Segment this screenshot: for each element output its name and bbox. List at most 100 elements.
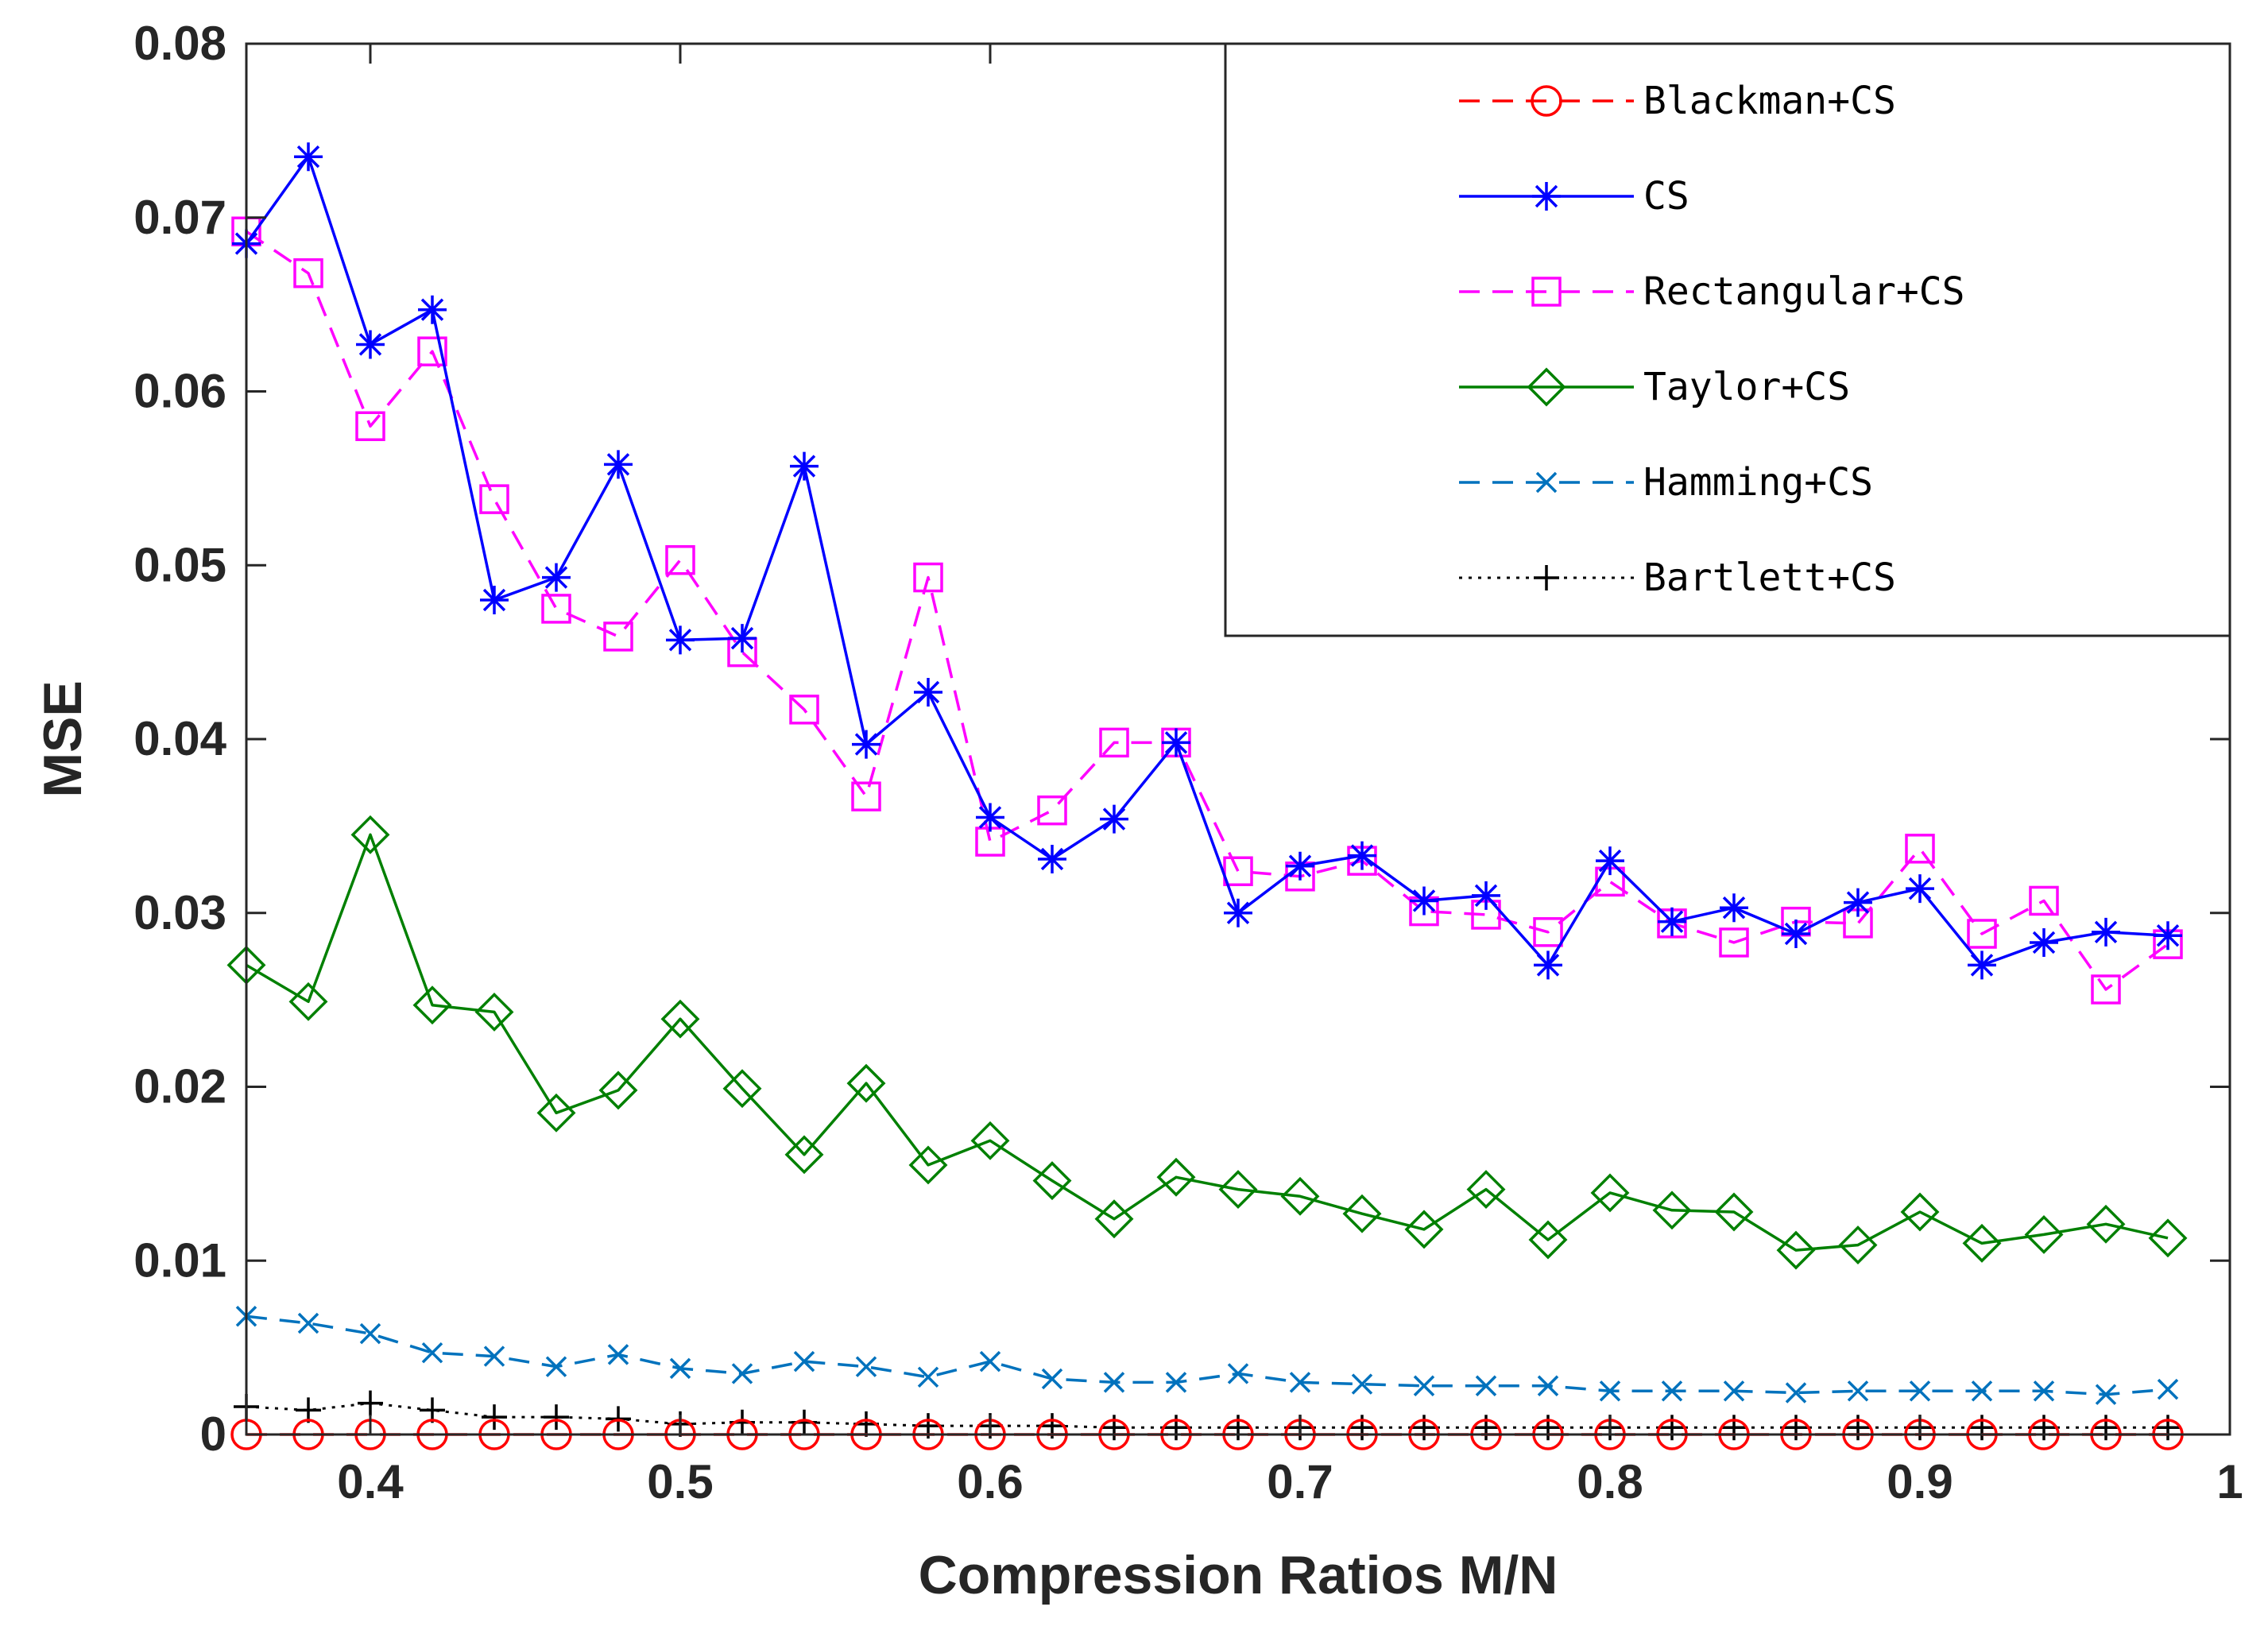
- legend-marker: [1534, 565, 1559, 590]
- data-point: [1844, 888, 1872, 917]
- data-point: [669, 1357, 691, 1380]
- data-point: [1466, 1170, 1506, 1210]
- data-point: [1967, 919, 1997, 949]
- data-point: [1971, 1380, 1993, 1402]
- data-point: [1847, 1380, 1869, 1402]
- data-point: [479, 484, 509, 514]
- y-tick-label: 0.06: [134, 365, 226, 418]
- legend-label: Bartlett+CS: [1643, 556, 1896, 600]
- data-point: [1534, 951, 1562, 980]
- data-point: [1289, 1372, 1311, 1393]
- data-point: [1533, 917, 1563, 947]
- data-point: [979, 1350, 1001, 1373]
- data-point: [1103, 1372, 1125, 1393]
- data-point: [1100, 804, 1128, 834]
- y-tick-label: 0.07: [134, 191, 226, 244]
- series-line: [245, 155, 2169, 967]
- data-point: [412, 985, 452, 1025]
- data-point: [1714, 1192, 1754, 1232]
- legend-item-rectangular-cs: Rectangular+CS: [1459, 269, 1965, 314]
- data-point: [544, 1404, 569, 1431]
- data-point: [536, 1093, 576, 1132]
- data-point: [1218, 1170, 1258, 1210]
- data-point: [1404, 1210, 1444, 1249]
- y-tick-label: 0.08: [134, 17, 226, 70]
- data-point: [1224, 898, 1252, 927]
- data-point: [793, 1350, 815, 1373]
- data-point: [1900, 1192, 1940, 1232]
- data-point: [917, 1366, 939, 1388]
- data-point: [2095, 1384, 2117, 1405]
- ticks-layer: 0.4 0.5 0.6 0.7 0.8 0.9 1 0 0.01 0.02 0.03 0.04 0.05…: [134, 17, 2243, 1508]
- x-tick-label: 0.4: [337, 1455, 404, 1508]
- y-tick-label: 0.04: [134, 712, 226, 765]
- x-tick-label: 0.9: [1887, 1455, 1953, 1508]
- data-point: [288, 981, 328, 1021]
- legend-item-blackman-cs: Blackman+CS: [1459, 79, 1896, 123]
- x-tick-label: 0.8: [1577, 1455, 1643, 1508]
- data-point: [1041, 1368, 1063, 1390]
- y-tick-label: 0.02: [134, 1060, 226, 1113]
- legend-item-taylor-cs: Taylor+CS: [1459, 365, 1850, 409]
- data-point: [855, 1356, 877, 1377]
- data-point: [1099, 727, 1129, 758]
- legend-marker: [1535, 471, 1558, 494]
- series-taylor-cs: [226, 815, 2188, 1270]
- legend-box: [1224, 42, 2231, 637]
- x-tick-label: 0.5: [647, 1455, 713, 1508]
- data-point: [1286, 851, 1314, 881]
- legend-label: Blackman+CS: [1643, 79, 1896, 123]
- series-bartlett-cs: [234, 1390, 2181, 1441]
- y-tick-label: 0.05: [134, 538, 226, 591]
- data-point: [1162, 728, 1190, 757]
- data-point: [483, 1345, 505, 1367]
- data-point: [1537, 1375, 1559, 1396]
- legend-item-hamming-cs: Hamming+CS: [1459, 460, 1873, 505]
- legend-label: Rectangular+CS: [1643, 269, 1965, 314]
- data-point: [790, 451, 819, 481]
- data-point: [2086, 1204, 2126, 1244]
- data-point: [1528, 1220, 1568, 1260]
- legend: Blackman+CS CS Rectangular+CS Taylor+CS Hamm…: [1224, 42, 2231, 637]
- x-tick-label: 0.6: [957, 1455, 1023, 1508]
- legend-marker: [1527, 367, 1566, 407]
- data-point: [604, 450, 633, 479]
- series-rectangular-cs: [231, 216, 2183, 1005]
- legend-label: Hamming+CS: [1643, 460, 1873, 505]
- legend-label: CS: [1643, 174, 1689, 219]
- data-point: [1785, 1382, 1807, 1404]
- data-point: [1038, 844, 1066, 873]
- series-hamming-cs: [235, 1306, 2179, 1405]
- data-point: [350, 815, 390, 854]
- data-point: [418, 295, 447, 324]
- legend-item-cs: CS: [1459, 174, 1689, 219]
- data-point: [914, 677, 942, 707]
- data-point: [541, 594, 571, 624]
- data-point: [598, 1071, 638, 1110]
- data-point: [296, 1397, 321, 1423]
- data-point: [1838, 1225, 1878, 1265]
- data-point: [660, 999, 700, 1039]
- series-line: [246, 833, 2169, 1252]
- series-line: [246, 1314, 2169, 1396]
- data-point: [1590, 1173, 1630, 1213]
- data-point: [1968, 951, 1996, 980]
- data-point: [731, 1363, 753, 1384]
- y-tick-label: 0.03: [134, 886, 226, 939]
- data-point: [2092, 917, 2120, 947]
- data-point: [421, 1342, 443, 1364]
- legend-item-bartlett-cs: Bartlett+CS: [1459, 556, 1896, 600]
- legend-label: Taylor+CS: [1643, 365, 1850, 409]
- data-point: [293, 258, 323, 288]
- data-point: [542, 563, 571, 592]
- data-point: [976, 803, 1004, 832]
- data-point: [1351, 1373, 1373, 1395]
- data-point: [474, 992, 514, 1032]
- data-point: [1906, 874, 1934, 904]
- data-point: [784, 1135, 824, 1175]
- data-point: [1661, 1380, 1683, 1402]
- x-axis-title: Compression Ratios M/N: [919, 1545, 1558, 1605]
- data-point: [1652, 1191, 1692, 1230]
- data-point: [852, 730, 880, 759]
